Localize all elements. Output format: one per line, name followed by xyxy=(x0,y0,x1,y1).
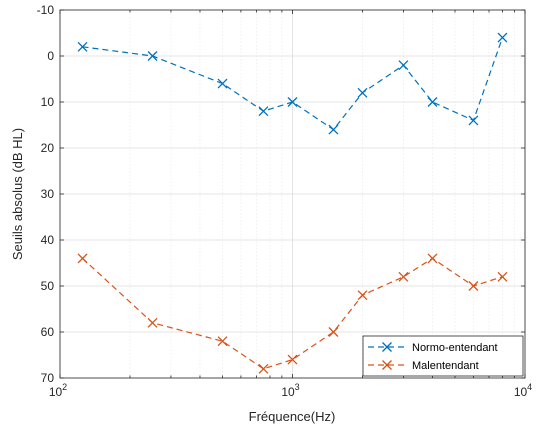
data-point xyxy=(147,51,158,61)
y-tick-label: 60 xyxy=(41,325,55,339)
legend-marker xyxy=(382,342,392,352)
data-point-marker xyxy=(77,253,88,264)
data-point xyxy=(427,97,438,107)
data-point-marker xyxy=(258,106,269,117)
data-point-marker xyxy=(357,87,368,98)
x-axis-label: Fréquence(Hz) xyxy=(249,409,336,424)
data-point-marker xyxy=(468,281,479,291)
data-point-marker xyxy=(217,78,228,89)
series-layer xyxy=(77,32,508,374)
data-point-marker xyxy=(427,97,438,107)
legend-item: Normo-entendant xyxy=(368,342,498,354)
data-point-marker xyxy=(147,51,158,61)
y-tick-label: -10 xyxy=(37,3,55,17)
y-tick-label: 30 xyxy=(41,187,55,201)
x-tick-label: 103 xyxy=(281,382,299,399)
data-point-marker xyxy=(77,41,88,52)
data-point-marker xyxy=(258,363,269,374)
data-point-marker xyxy=(287,354,298,365)
data-point xyxy=(328,327,339,337)
data-point xyxy=(398,60,409,71)
x-tick-label: 104 xyxy=(514,382,532,399)
data-point-marker xyxy=(217,336,228,347)
data-point xyxy=(217,78,228,89)
legend: Normo-entendant Malentendant xyxy=(362,335,524,377)
data-point xyxy=(497,32,508,43)
data-point-marker xyxy=(497,271,508,282)
data-point-marker xyxy=(427,253,438,264)
data-point xyxy=(468,281,479,291)
y-tick-label: 50 xyxy=(41,279,55,293)
y-tick-label: 10 xyxy=(41,95,55,109)
data-point-marker xyxy=(287,97,298,107)
legend-box xyxy=(362,335,524,377)
data-point-marker xyxy=(147,317,158,328)
data-point xyxy=(398,271,409,282)
y-tick-label: 40 xyxy=(41,233,55,247)
data-point-marker xyxy=(328,327,339,337)
series-line xyxy=(82,257,503,370)
data-point-marker xyxy=(398,271,409,282)
x-tick-label: 102 xyxy=(49,382,67,399)
data-point xyxy=(497,271,508,282)
data-point-marker xyxy=(398,60,409,71)
legend-item: Malentendant xyxy=(368,360,479,372)
data-point xyxy=(287,97,298,107)
legend-marker xyxy=(382,360,392,370)
legend-label: Normo-entendant xyxy=(412,342,498,354)
data-point xyxy=(77,41,88,52)
data-point xyxy=(287,354,298,365)
data-point xyxy=(357,87,368,98)
legend-label: Malentendant xyxy=(412,360,479,372)
data-point-marker xyxy=(328,124,339,135)
data-point xyxy=(258,363,269,374)
data-point xyxy=(328,124,339,135)
series-1 xyxy=(77,253,508,374)
data-point xyxy=(468,115,479,126)
data-point xyxy=(77,253,88,264)
data-point xyxy=(357,290,368,301)
y-tick-label: 70 xyxy=(41,371,55,385)
data-point xyxy=(147,317,158,328)
data-point-marker xyxy=(357,290,368,301)
y-tick-label: 20 xyxy=(41,141,55,155)
series-0 xyxy=(77,32,508,135)
data-point xyxy=(217,336,228,347)
data-point-marker xyxy=(497,32,508,43)
y-axis-label: Seuils absolus (dB HL) xyxy=(10,128,25,260)
data-point xyxy=(258,106,269,117)
y-tick-label: 0 xyxy=(47,49,54,63)
data-point xyxy=(427,253,438,264)
data-point-marker xyxy=(468,115,479,126)
